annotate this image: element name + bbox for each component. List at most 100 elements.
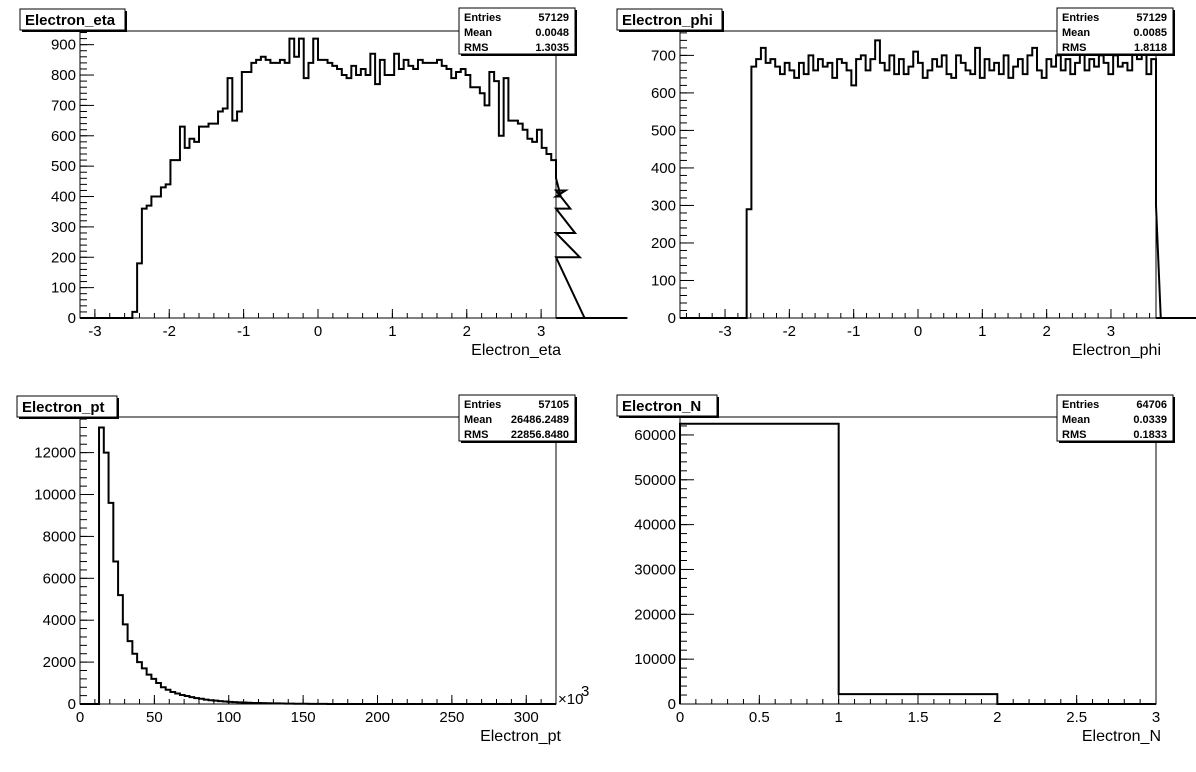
title-box — [19, 8, 126, 31]
stats-label-rms: RMS — [464, 429, 488, 441]
x-tick-label: 200 — [365, 709, 390, 726]
x-tick-label: 0 — [914, 323, 922, 340]
x-tick-label: 0.5 — [749, 709, 770, 726]
x-axis-title: Electron_N — [1082, 728, 1161, 745]
stats-value-mean: 0.0048 — [535, 27, 569, 39]
title-box — [616, 8, 723, 31]
y-tick-label: 900 — [51, 37, 76, 54]
title-box — [616, 394, 718, 417]
histogram-line — [80, 426, 556, 705]
x-axis-title: Electron_phi — [1072, 342, 1161, 359]
histogram-line — [80, 37, 628, 319]
stats-label-entries: Entries — [1062, 399, 1099, 411]
y-tick-label: 600 — [51, 128, 76, 145]
stats-label-entries: Entries — [464, 12, 501, 24]
x-axis-title: Electron_pt — [480, 728, 561, 745]
stats-value-mean: 26486.2489 — [511, 414, 569, 426]
title-box — [16, 395, 118, 418]
y-tick-label: 30000 — [634, 561, 676, 578]
stats-value-rms: 1.8118 — [1134, 42, 1167, 54]
stats-value-entries: 57129 — [1136, 12, 1167, 24]
y-tick-label: 20000 — [634, 606, 676, 623]
x-tick-label: 0 — [676, 709, 684, 726]
stats-value-entries: 57129 — [538, 12, 569, 24]
x-tick-label: 300 — [514, 709, 539, 726]
y-tick-label: 800 — [51, 67, 76, 84]
y-tick-label: 2000 — [43, 654, 76, 671]
x-tick-label: -1 — [847, 323, 860, 340]
y-tick-label: 0 — [668, 310, 676, 327]
x-tick-label: 0 — [76, 709, 84, 726]
stats-label-rms: RMS — [1062, 429, 1086, 441]
y-tick-label: 10000 — [634, 651, 676, 668]
y-tick-label: 10000 — [34, 487, 76, 504]
x-tick-label: 0 — [314, 323, 322, 340]
stats-value-entries: 57105 — [538, 399, 569, 411]
y-tick-label: 6000 — [43, 570, 76, 587]
chart-title: Electron_N — [622, 398, 701, 415]
y-tick-label: 600 — [651, 85, 676, 102]
x-tick-label: 1 — [834, 709, 842, 726]
x-tick-label: 1 — [388, 323, 396, 340]
y-tick-label: 0 — [68, 310, 76, 327]
y-tick-label: 700 — [51, 97, 76, 114]
y-tick-label: 500 — [51, 158, 76, 175]
x-tick-label: 3 — [1152, 709, 1160, 726]
stats-label-mean: Mean — [1062, 414, 1090, 426]
stats-box — [1056, 7, 1174, 55]
stats-box — [458, 7, 576, 55]
x-axis-title: Electron_eta — [471, 342, 561, 359]
y-tick-label: 4000 — [43, 612, 76, 629]
y-tick-label: 60000 — [634, 427, 676, 444]
y-tick-label: 0 — [68, 696, 76, 713]
stats-label-entries: Entries — [464, 399, 501, 411]
stats-value-rms: 1.3035 — [535, 42, 569, 54]
stats-label-entries: Entries — [1062, 12, 1099, 24]
x-tick-label: 3 — [537, 323, 545, 340]
x-tick-label: 1.5 — [908, 709, 929, 726]
y-tick-label: 100 — [51, 280, 76, 297]
x-tick-label: 150 — [291, 709, 316, 726]
x-tick-label: 2 — [463, 323, 471, 340]
stats-value-rms: 0.1833 — [1133, 429, 1167, 441]
x-tick-label: 250 — [439, 709, 464, 726]
y-tick-label: 700 — [651, 47, 676, 64]
y-tick-label: 200 — [651, 235, 676, 252]
chart-pad-4: 0 0.5 1 1.5 2 2.5 3 0 10000 20000 30000 40000 50000 6… — [616, 394, 1175, 745]
stats-value-rms: 22856.8480 — [511, 429, 569, 441]
y-tick-label: 8000 — [43, 528, 76, 545]
y-tick-label: 500 — [651, 122, 676, 139]
histogram-line — [679, 422, 1156, 705]
y-tick-label: 400 — [51, 189, 76, 206]
plot-frame — [679, 416, 1157, 705]
x-tick-label: 50 — [146, 709, 163, 726]
x-tick-label: 3 — [1107, 323, 1115, 340]
y-tick-label: 300 — [51, 219, 76, 236]
stats-box — [458, 394, 576, 442]
stats-label-rms: RMS — [1062, 42, 1086, 54]
x-tick-label: 2.5 — [1066, 709, 1087, 726]
y-tick-label: 12000 — [34, 445, 76, 462]
y-tick-label: 40000 — [634, 517, 676, 534]
y-tick-label: 200 — [51, 249, 76, 266]
x-tick-label: -1 — [237, 323, 250, 340]
histogram-line — [680, 39, 1196, 319]
plot-frame — [79, 30, 557, 319]
x-axis-multiplier: ×10 — [558, 691, 583, 708]
stats-value-mean: 0.0085 — [1133, 27, 1167, 39]
chart-pad-2: -3 -2 -1 0 1 2 3 0 100 200 300 400 500 600 700 Electron… — [616, 7, 1196, 359]
x-tick-label: 2 — [993, 709, 1001, 726]
x-tick-label: 100 — [216, 709, 241, 726]
x-tick-label: -2 — [163, 323, 176, 340]
chart-title: Electron_eta — [25, 12, 116, 29]
chart-pad-3: 0 50 100 150 200 250 300 0 2000 4000 6000 8000 10000… — [16, 394, 589, 745]
stats-label-mean: Mean — [464, 27, 492, 39]
x-tick-label: 1 — [978, 323, 986, 340]
chart-title: Electron_phi — [622, 12, 713, 29]
y-tick-label: 0 — [668, 696, 676, 713]
plot-frame — [79, 416, 557, 705]
stats-value-mean: 0.0339 — [1133, 414, 1167, 426]
y-tick-label: 50000 — [634, 472, 676, 489]
x-tick-label: 2 — [1042, 323, 1050, 340]
